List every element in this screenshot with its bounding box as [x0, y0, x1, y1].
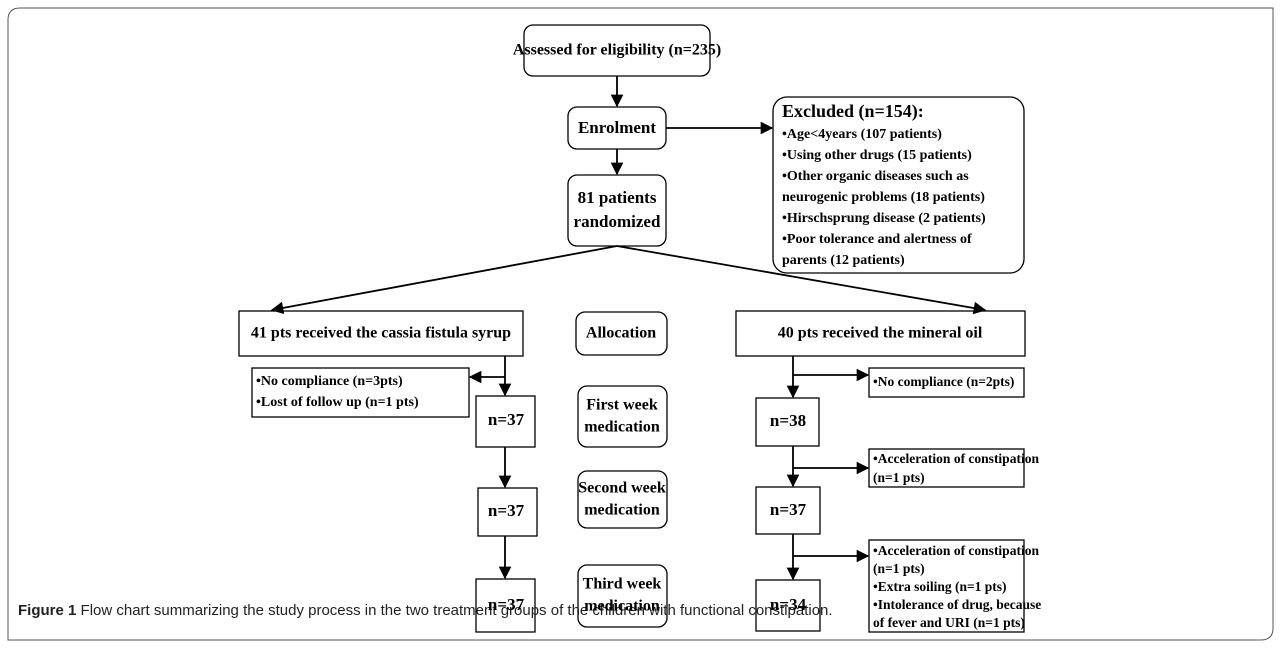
node-text: •Acceleration of constipation — [873, 451, 1039, 466]
node-text: •No compliance (n=2pts) — [873, 374, 1014, 389]
node-text: •Other organic diseases such as — [782, 169, 969, 184]
node-text: of fever and URI (n=1 pts) — [873, 615, 1025, 630]
node-text: •Hirschsprung disease (2 patients) — [782, 211, 986, 226]
node-text: n=34 — [770, 595, 807, 614]
node-text: n=37 — [488, 410, 525, 429]
node-text: •Poor tolerance and alertness of — [782, 232, 972, 247]
node-text: 41 pts received the cassia fistula syrup — [251, 325, 511, 342]
caption: Figure 1 Flow chart summarizing the stud… — [18, 602, 833, 619]
node-text: (n=1 pts) — [873, 561, 925, 576]
node-text: n=38 — [770, 411, 806, 430]
node-text: (n=1 pts) — [873, 470, 925, 485]
node-text: Allocation — [586, 325, 656, 342]
caption-text: Flow chart summarizing the study process… — [76, 602, 832, 619]
node-text: •No compliance (n=3pts) — [256, 374, 403, 389]
node-text: n=37 — [488, 501, 525, 520]
node-text: neurogenic problems (18 patients) — [782, 190, 985, 205]
frame — [7, 7, 1274, 641]
node-text: •Intolerance of drug, because — [873, 597, 1041, 612]
node-text: First week — [586, 397, 658, 414]
node-text: Assessed for eligibility (n=235) — [513, 42, 721, 59]
node-text: medication — [584, 502, 660, 519]
node-text: •Lost of follow up (n=1 pts) — [256, 395, 419, 410]
node-text: •Extra soiling (n=1 pts) — [873, 579, 1007, 594]
node-text: Third week — [583, 576, 662, 593]
node-text: n=37 — [488, 595, 525, 614]
node-text: medication — [584, 598, 660, 615]
node-text: randomized — [574, 212, 661, 231]
node-text: Excluded (n=154): — [782, 101, 924, 122]
node-text: 81 patients — [578, 188, 657, 207]
node-text: 40 pts received the mineral oil — [778, 325, 983, 342]
node-text: medication — [584, 419, 660, 436]
arrows — [270, 76, 987, 581]
node-text: •Using other drugs (15 patients) — [782, 148, 972, 163]
node-text: Enrolment — [578, 118, 656, 137]
node-text: •Age<4years (107 patients) — [782, 127, 942, 142]
node-text: •Acceleration of constipation — [873, 543, 1039, 558]
caption-label: Figure 1 — [18, 602, 76, 619]
node-text: parents (12 patients) — [782, 253, 905, 268]
node-text: Second week — [578, 480, 666, 497]
node-text: n=37 — [770, 500, 807, 519]
boxes — [238, 24, 1026, 633]
